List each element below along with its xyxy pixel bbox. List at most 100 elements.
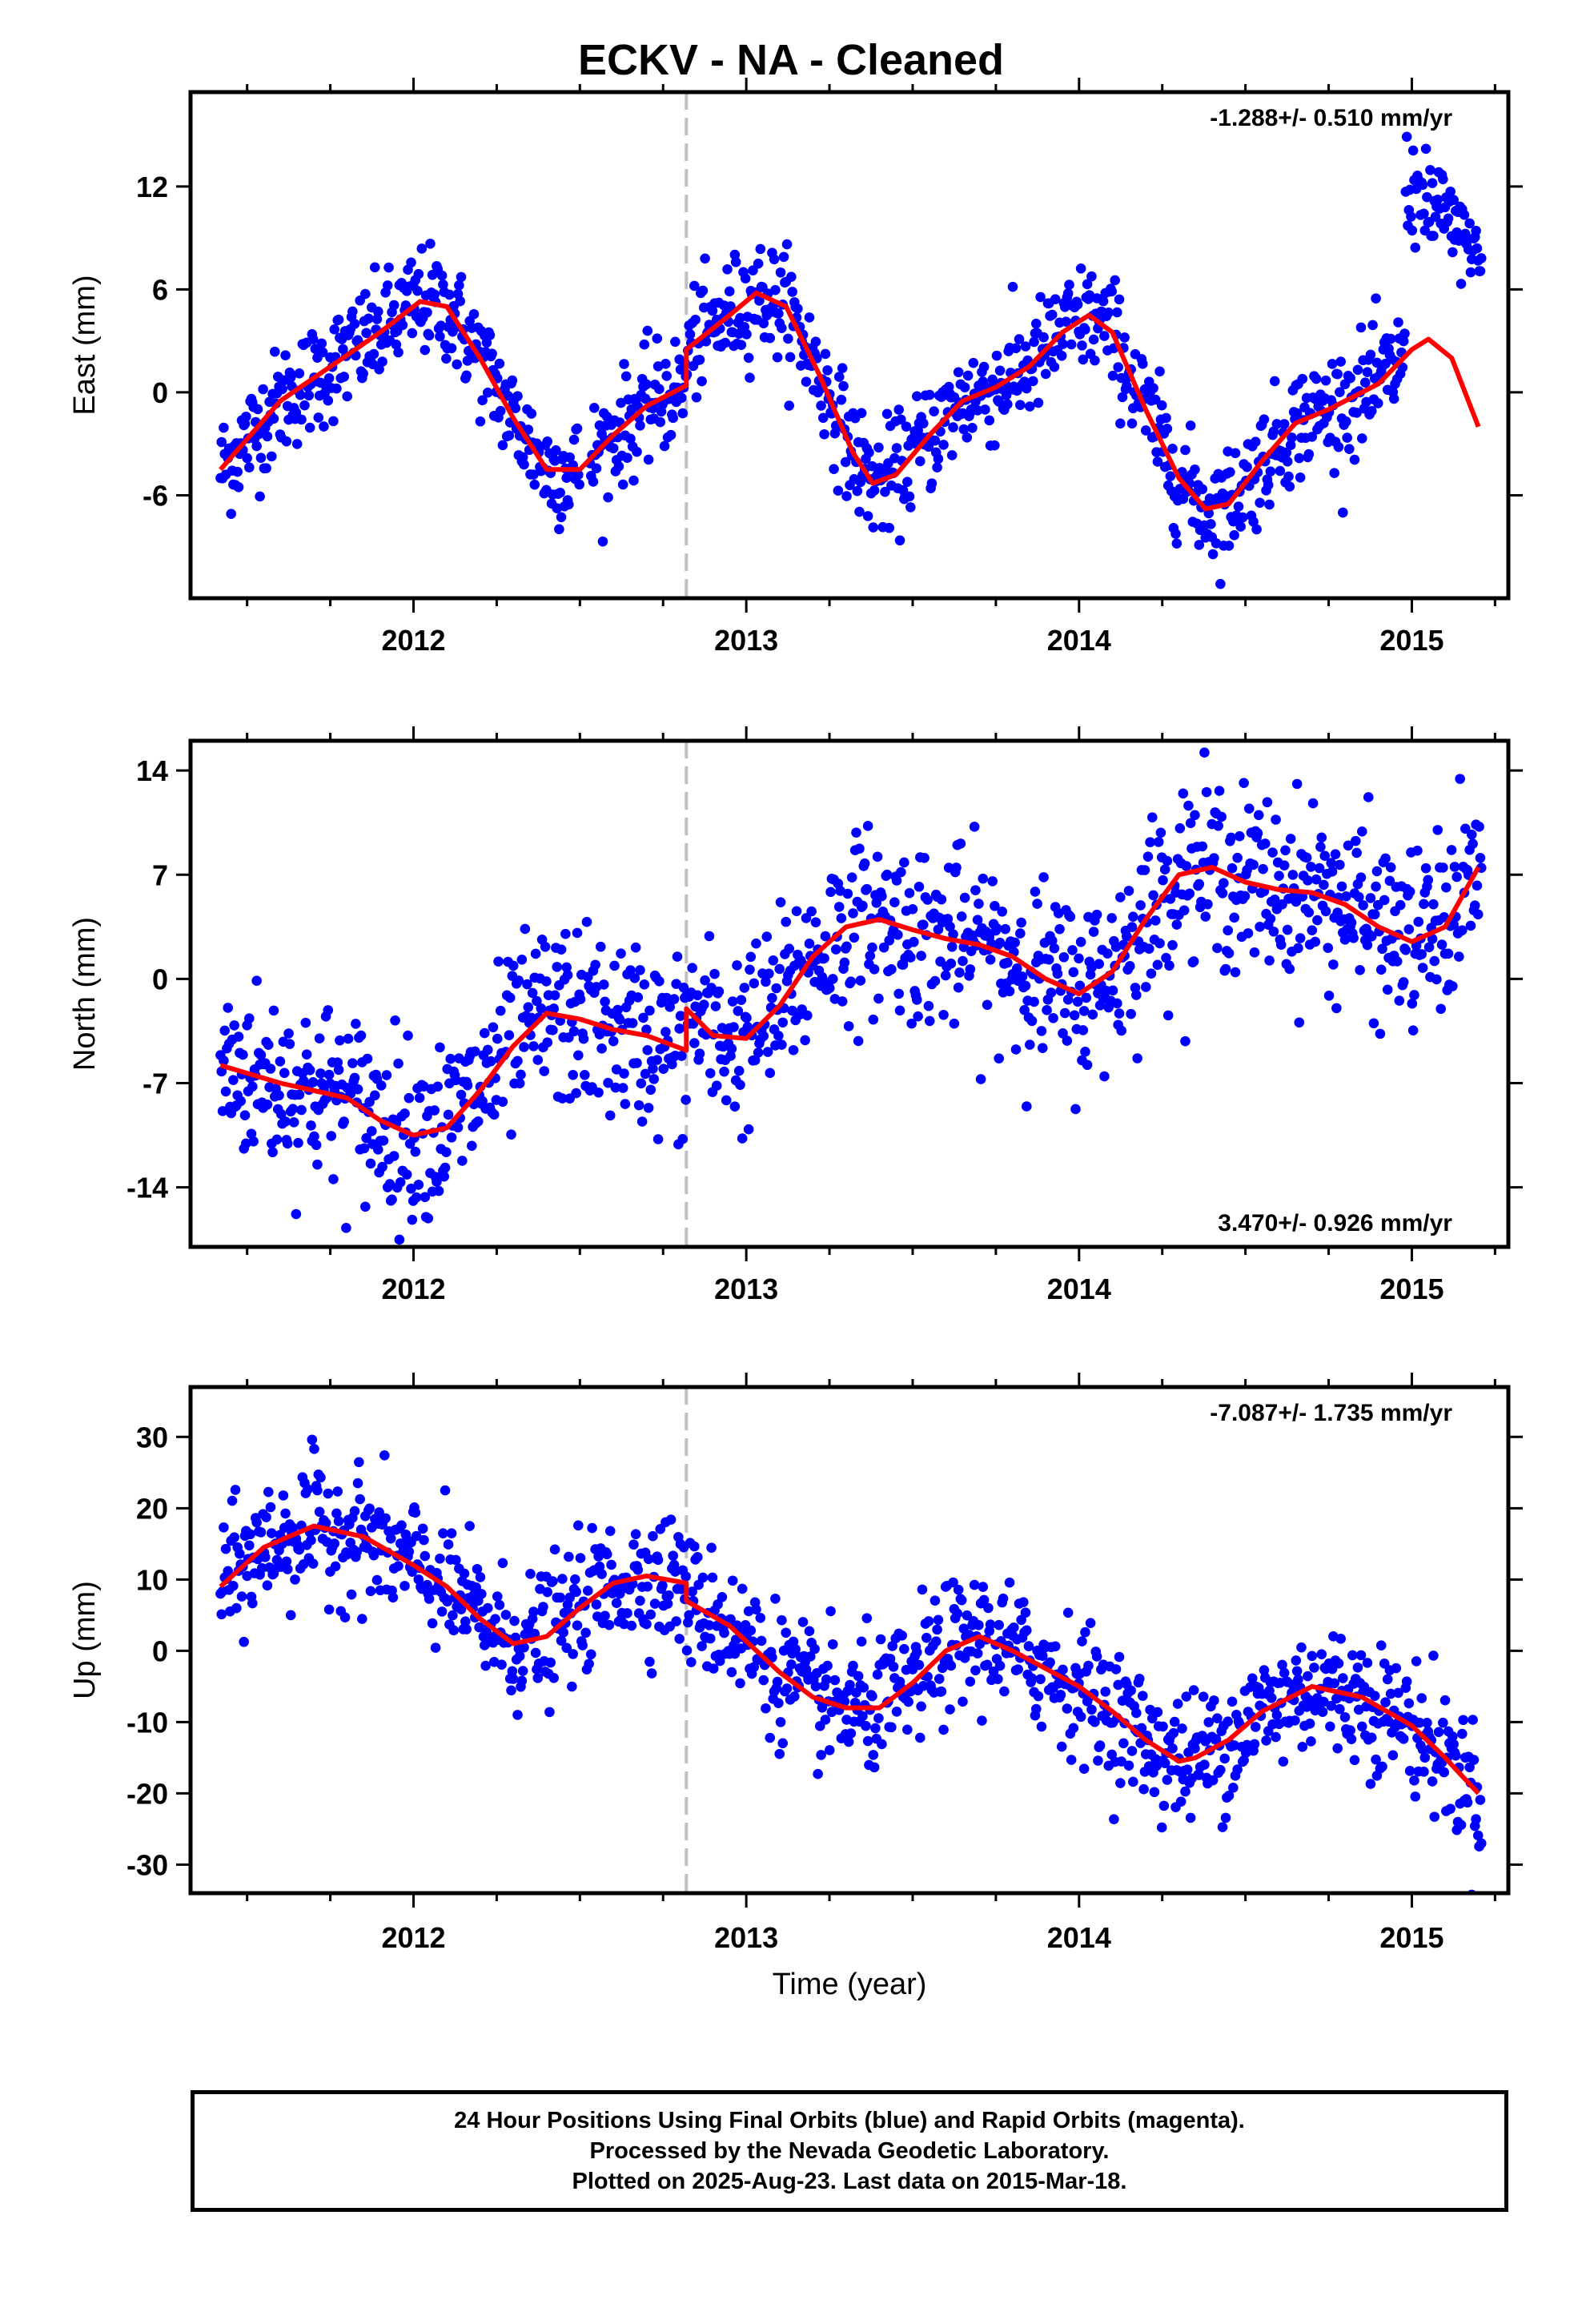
data-point [307, 1077, 319, 1088]
data-point [810, 336, 821, 348]
data-point [1074, 980, 1086, 991]
data-point [436, 270, 448, 281]
data-point [1326, 1700, 1337, 1711]
data-point [448, 1625, 460, 1636]
data-point [455, 296, 465, 307]
data-point [1185, 1812, 1196, 1823]
data-point [314, 1506, 325, 1518]
data-point [593, 1551, 604, 1562]
data-point [1335, 1703, 1345, 1715]
data-point [1152, 959, 1163, 971]
data-point [331, 1508, 342, 1519]
data-point [946, 941, 958, 952]
data-point [1220, 963, 1231, 975]
data-point [358, 368, 368, 379]
data-point [856, 1636, 867, 1647]
data-point [1070, 1104, 1081, 1115]
data-point [485, 1055, 496, 1067]
data-point [938, 1009, 949, 1020]
data-point [1446, 845, 1457, 855]
data-point [456, 271, 467, 283]
data-point [461, 1624, 472, 1634]
data-point [1203, 1717, 1215, 1727]
data-point [423, 1213, 434, 1224]
data-point [443, 1109, 454, 1120]
data-point [562, 970, 573, 980]
data-point [1007, 281, 1018, 292]
data-point [611, 1064, 622, 1075]
data-point [1135, 900, 1146, 911]
data-point [833, 902, 845, 912]
data-point [1114, 1008, 1125, 1019]
data-point [1420, 862, 1431, 874]
data-point [1474, 822, 1484, 832]
y-tick-label: -30 [126, 1848, 168, 1881]
data-point [1336, 881, 1347, 892]
data-point [1050, 1641, 1061, 1652]
data-point [274, 1090, 284, 1101]
data-point [512, 1710, 523, 1720]
data-point [1382, 984, 1393, 995]
data-point [1475, 852, 1486, 863]
data-point [1323, 943, 1334, 954]
data-point [859, 858, 870, 869]
data-point [965, 964, 976, 975]
data-point [1209, 853, 1219, 863]
data-point [1279, 1667, 1290, 1679]
data-point [1235, 830, 1245, 842]
data-point [1468, 1715, 1478, 1725]
data-point [1159, 864, 1170, 875]
data-point [857, 900, 868, 911]
data-point [611, 1598, 622, 1608]
data-point [1035, 1674, 1046, 1685]
data-point [1355, 322, 1367, 333]
data-point [332, 1486, 343, 1497]
data-point [539, 1066, 550, 1076]
data-point [773, 308, 784, 319]
data-point [441, 1147, 452, 1158]
data-point [1287, 432, 1297, 443]
data-point [1345, 1725, 1355, 1735]
data-point [582, 1586, 593, 1596]
data-point [891, 1707, 902, 1717]
data-point [851, 1687, 861, 1698]
data-point [1169, 1716, 1180, 1727]
data-point [420, 344, 431, 356]
data-point [492, 1591, 503, 1602]
data-point [1078, 1006, 1090, 1016]
data-point [246, 1128, 257, 1140]
data-point [314, 1033, 325, 1043]
data-point [936, 1686, 947, 1697]
data-point [668, 1550, 679, 1561]
data-point [461, 370, 472, 381]
data-point [620, 1099, 631, 1109]
data-point [1295, 933, 1306, 943]
data-point [323, 395, 334, 406]
data-point [1282, 456, 1293, 467]
data-point [733, 1006, 744, 1016]
data-point [1435, 1003, 1447, 1015]
data-point [1438, 862, 1448, 873]
data-point [761, 976, 771, 987]
data-point [1448, 195, 1459, 206]
data-point [1062, 288, 1074, 299]
data-point [664, 1590, 674, 1601]
data-point [1475, 1795, 1486, 1805]
data-point [853, 1035, 864, 1047]
data-point [1059, 1007, 1070, 1019]
data-point [1150, 915, 1161, 926]
y-tick-label: 7 [152, 858, 168, 891]
data-point [873, 442, 884, 453]
data-point [527, 987, 538, 999]
data-point [1165, 471, 1176, 481]
data-point [1032, 899, 1042, 909]
data-point [745, 964, 755, 975]
data-point [351, 1019, 361, 1029]
data-point [906, 1018, 917, 1029]
data-point [475, 416, 486, 427]
data-point [548, 1672, 560, 1683]
data-point [1015, 928, 1026, 939]
data-point [464, 1521, 475, 1531]
data-point [884, 522, 895, 533]
data-point [967, 423, 978, 433]
